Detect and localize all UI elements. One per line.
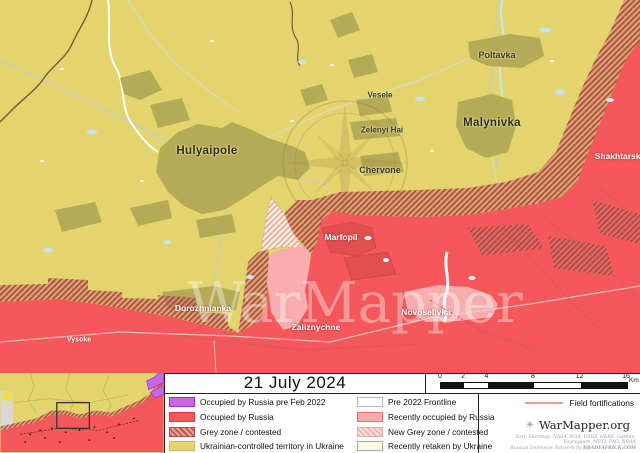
scalebar-tick-4: 4 — [484, 373, 489, 380]
scale-area: 0 2 4 8 12 16 Km — [425, 373, 640, 394]
inset-view-rectangle — [56, 401, 91, 429]
inset-occupied — [0, 382, 164, 452]
legend-item-retaken: Recently retaken by Ukraine — [353, 441, 492, 452]
inset-boundaries — [14, 372, 129, 415]
zone-recently-occupied — [267, 246, 498, 330]
swatch-retaken — [357, 441, 383, 452]
scalebar-tick-8: 8 — [531, 373, 535, 380]
scalebar-tick-2: 2 — [461, 373, 466, 380]
field-fortification-symbol — [525, 402, 564, 404]
legend-right-column: Field fortifications ✳ WarMapper.org Esr… — [478, 394, 640, 453]
legend-item-ukraine-controlled: Ukrainian-controlled territory in Ukrain… — [165, 441, 353, 452]
map-canvas: WarMapper Hulyaipole Vesele Poltavka Malyni… — [0, 0, 640, 374]
field-fortifications-row: Field fortifications — [525, 398, 634, 408]
compass-icon: ✳ — [525, 419, 534, 431]
scalebar-tick-12: 12 — [575, 373, 584, 380]
swatch-pre2022 — [169, 397, 195, 408]
legend-item-recently-occupied: Recently occupied by Russia — [353, 412, 495, 423]
scalebar-unit: Km — [629, 377, 639, 384]
inset-fort-dots — [24, 417, 135, 444]
zone-grey-contested — [0, 0, 640, 333]
swatch-greyzone — [169, 426, 195, 437]
locator-inset — [0, 372, 165, 453]
inset-greyzone — [0, 378, 164, 431]
roads-occupied — [0, 285, 640, 374]
swatch-occupied — [169, 412, 195, 423]
swatch-new-greyzone — [357, 426, 383, 437]
scalebar-labels: 0 2 4 8 12 16 — [438, 373, 630, 381]
inset-pre2022 — [146, 372, 164, 391]
scalebar — [440, 382, 628, 389]
legend-panel: 21 July 2024 0 2 4 8 12 16 Km Occupied b… — [165, 373, 640, 453]
field-specks — [40, 40, 554, 182]
swatch-recently-occupied — [357, 412, 383, 423]
field-fortification-lines — [179, 179, 640, 353]
warmapper-watermark: WarMapper — [187, 271, 522, 336]
urban-areas — [55, 12, 544, 312]
zone-new-grey-contested — [260, 196, 304, 252]
legend-item-frontline: Pre 2022 Frontline — [353, 397, 478, 408]
swatch-ukraine-controlled — [169, 441, 195, 452]
legend-item-greyzone: Grey zone / contested — [165, 426, 353, 437]
urban-areas-occupied — [321, 221, 397, 281]
brand-name: WarMapper.org — [538, 418, 630, 432]
map-graphic: WarMapper — [0, 0, 640, 374]
river-in-occupied — [442, 251, 450, 323]
scalebar-tick-0: 0 — [438, 373, 442, 380]
title-row: 21 July 2024 — [165, 373, 425, 394]
map-date: 21 July 2024 — [243, 373, 347, 392]
brand-row: ✳ WarMapper.org — [526, 418, 630, 432]
attribution: Esri, Intermap, NASA, NGA, USGS, HERE, G… — [510, 434, 636, 451]
legend-item-pre2022: Occupied by Russia pre Feb 2022 — [165, 397, 353, 408]
swatch-frontline — [357, 397, 383, 408]
compass-watermark — [282, 100, 408, 226]
ponds — [43, 27, 614, 280]
legend-item-new-greyzone: New Grey zone / contested — [353, 426, 488, 437]
legend-items: Occupied by Russia pre Feb 2022 Pre 2022… — [165, 394, 495, 453]
scalebar-tick-16: 16 — [622, 373, 630, 380]
zone-occupied-russia — [0, 41, 640, 373]
legend-item-occupied: Occupied by Russia — [165, 412, 353, 423]
